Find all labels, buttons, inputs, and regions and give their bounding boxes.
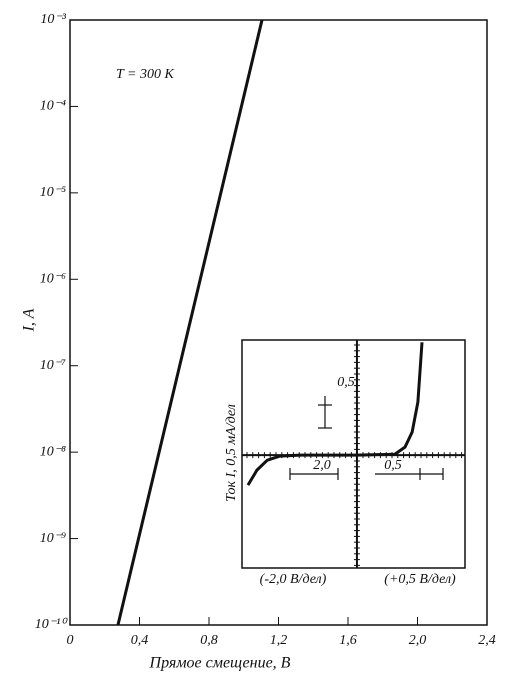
x-tick-label: 0,8 — [200, 633, 218, 648]
inset-y-label: Ток I, 0,5 мА/дел — [224, 404, 239, 502]
inset-scale-markers — [289, 396, 444, 480]
x-tick-label: 2,0 — [409, 633, 427, 648]
y-tick-label: 10⁻⁸ — [40, 444, 66, 459]
data-line — [246, 342, 424, 486]
y-tick-label: 10⁻³ — [40, 12, 66, 27]
y-tick-label: 10⁻⁴ — [40, 99, 66, 114]
inset-x-label-right: (+0,5 В/дел) — [384, 572, 456, 587]
y-tick-label: 10⁻⁵ — [40, 185, 66, 200]
x-tick-label: 2,4 — [478, 633, 496, 648]
inset-frame — [241, 339, 466, 569]
x-axis-label: Прямое смещение, В — [149, 655, 291, 672]
y-tick-label: 10⁻⁹ — [40, 531, 66, 546]
inset-scale-y: 0,5 — [337, 375, 355, 390]
x-tick-label: 0,4 — [131, 633, 149, 648]
x-tick-label: 1,6 — [339, 633, 357, 648]
y-axis-label: I, A — [21, 308, 38, 332]
inset-scale-x-right: 0,5 — [384, 458, 402, 473]
x-tick-label: 1,2 — [270, 633, 288, 648]
data-line — [116, 19, 264, 626]
y-tick-label: 10⁻⁷ — [40, 358, 66, 373]
y-tick-label: 10⁻⁶ — [40, 272, 66, 287]
x-tick-label: 0 — [67, 633, 74, 648]
y-tick-label: 10⁻¹⁰ — [35, 617, 69, 632]
inset-x-label-left: (-2,0 В/дел) — [260, 572, 327, 587]
inset-scale-x-left: 2,0 — [313, 458, 331, 473]
annotation: T = 300 K — [116, 67, 174, 82]
